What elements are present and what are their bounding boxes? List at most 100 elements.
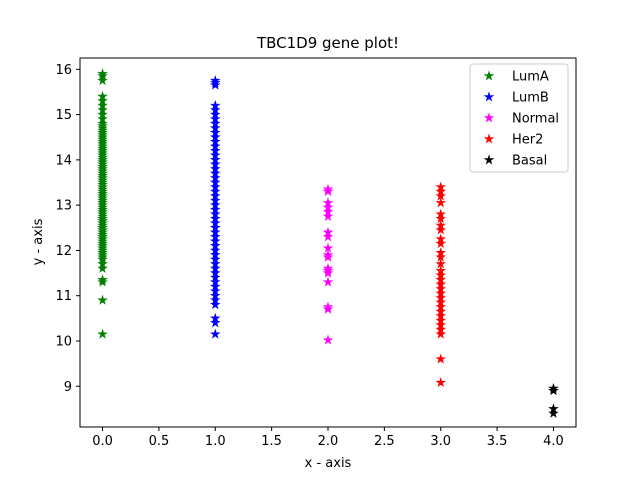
data-point xyxy=(209,262,221,274)
data-point xyxy=(209,253,221,264)
data-point xyxy=(435,251,447,262)
y-tick-label: 11 xyxy=(55,289,72,304)
data-point xyxy=(435,269,447,280)
data-point xyxy=(322,334,334,345)
chart-title: TBC1D9 gene plot! xyxy=(256,34,399,52)
data-point xyxy=(435,208,447,219)
data-point xyxy=(435,181,447,192)
series-basal xyxy=(548,382,559,418)
data-point xyxy=(435,319,447,330)
data-point xyxy=(209,204,221,215)
x-tick-label: 3.0 xyxy=(430,434,451,449)
y-tick-label: 12 xyxy=(55,244,72,259)
plot-area xyxy=(79,57,577,428)
data-point xyxy=(97,104,108,115)
data-point xyxy=(209,285,221,296)
data-point xyxy=(435,353,447,364)
data-point xyxy=(209,276,221,287)
data-point xyxy=(209,163,221,174)
data-point xyxy=(209,240,221,251)
data-point xyxy=(322,262,334,274)
legend-label-normal: Normal xyxy=(512,112,559,127)
legend-label-luma: LumA xyxy=(512,70,549,85)
data-point xyxy=(209,154,221,165)
data-point xyxy=(97,90,108,101)
data-point xyxy=(209,226,221,237)
data-point xyxy=(209,231,221,242)
legend-label-her2: Her2 xyxy=(512,133,543,148)
data-point xyxy=(209,299,221,310)
data-point xyxy=(209,217,221,228)
series-normal xyxy=(322,183,334,345)
data-point xyxy=(209,172,221,183)
x-tick-label: 1.0 xyxy=(205,434,226,449)
data-point xyxy=(209,208,221,219)
x-tick-label: 4.0 xyxy=(543,434,564,449)
data-point xyxy=(97,68,108,79)
x-axis-ticks: 0.0 0.5 1.0 1.5 2.0 2.5 3.0 3.5 4.0 xyxy=(92,427,564,449)
data-point xyxy=(209,185,221,197)
data-point xyxy=(435,292,447,303)
legend: LumA LumB Normal Her2 Basal xyxy=(469,63,569,173)
data-point xyxy=(209,244,221,255)
y-axis-ticks: 9 10 11 12 13 14 15 16 xyxy=(55,63,80,395)
y-tick-label: 14 xyxy=(55,153,72,168)
data-point xyxy=(435,265,447,276)
data-point xyxy=(209,312,221,323)
data-point xyxy=(435,213,447,224)
data-point xyxy=(209,199,221,210)
data-point xyxy=(322,183,334,194)
data-point xyxy=(322,197,334,208)
data-point xyxy=(209,290,221,301)
data-point xyxy=(209,140,221,151)
data-point xyxy=(435,305,447,317)
data-point xyxy=(435,324,447,335)
data-point xyxy=(209,127,221,138)
legend-frame xyxy=(469,63,569,173)
data-point xyxy=(435,287,447,298)
data-point xyxy=(97,118,108,129)
data-point xyxy=(209,109,221,120)
data-point xyxy=(209,249,221,260)
data-point xyxy=(435,238,447,249)
series-her2 xyxy=(435,181,447,388)
x-tick-label: 2.5 xyxy=(374,434,395,449)
data-point xyxy=(97,328,108,339)
x-tick-label: 0.5 xyxy=(149,434,170,449)
data-point xyxy=(97,109,108,120)
data-point xyxy=(322,210,334,221)
data-point xyxy=(209,131,221,142)
data-point xyxy=(548,403,559,414)
data-point xyxy=(435,197,447,208)
x-tick-label: 1.5 xyxy=(261,434,282,449)
data-point xyxy=(209,213,221,224)
data-point xyxy=(435,301,447,312)
legend-marker-normal xyxy=(483,112,495,123)
data-point xyxy=(435,258,447,269)
data-point xyxy=(435,233,447,244)
legend-marker-basal xyxy=(483,154,495,165)
data-point xyxy=(322,231,334,242)
data-point xyxy=(435,315,447,326)
legend-label-basal: Basal xyxy=(512,154,547,169)
data-point xyxy=(435,377,447,388)
data-point xyxy=(209,267,221,278)
data-point xyxy=(209,176,221,188)
data-point xyxy=(435,283,447,294)
data-point xyxy=(209,99,221,111)
data-point xyxy=(209,328,221,339)
data-point xyxy=(209,167,221,178)
data-point xyxy=(209,190,221,201)
data-point xyxy=(209,145,221,156)
data-point xyxy=(209,195,221,206)
data-point xyxy=(435,190,447,201)
data-point xyxy=(435,185,447,197)
data-point xyxy=(322,242,334,253)
x-tick-label: 3.5 xyxy=(487,434,508,449)
legend-marker-lumb xyxy=(483,91,495,102)
legend-label-lumb: LumB xyxy=(512,91,549,106)
legend-marker-her2 xyxy=(483,133,495,144)
data-point xyxy=(97,258,108,269)
data-point xyxy=(209,158,221,169)
